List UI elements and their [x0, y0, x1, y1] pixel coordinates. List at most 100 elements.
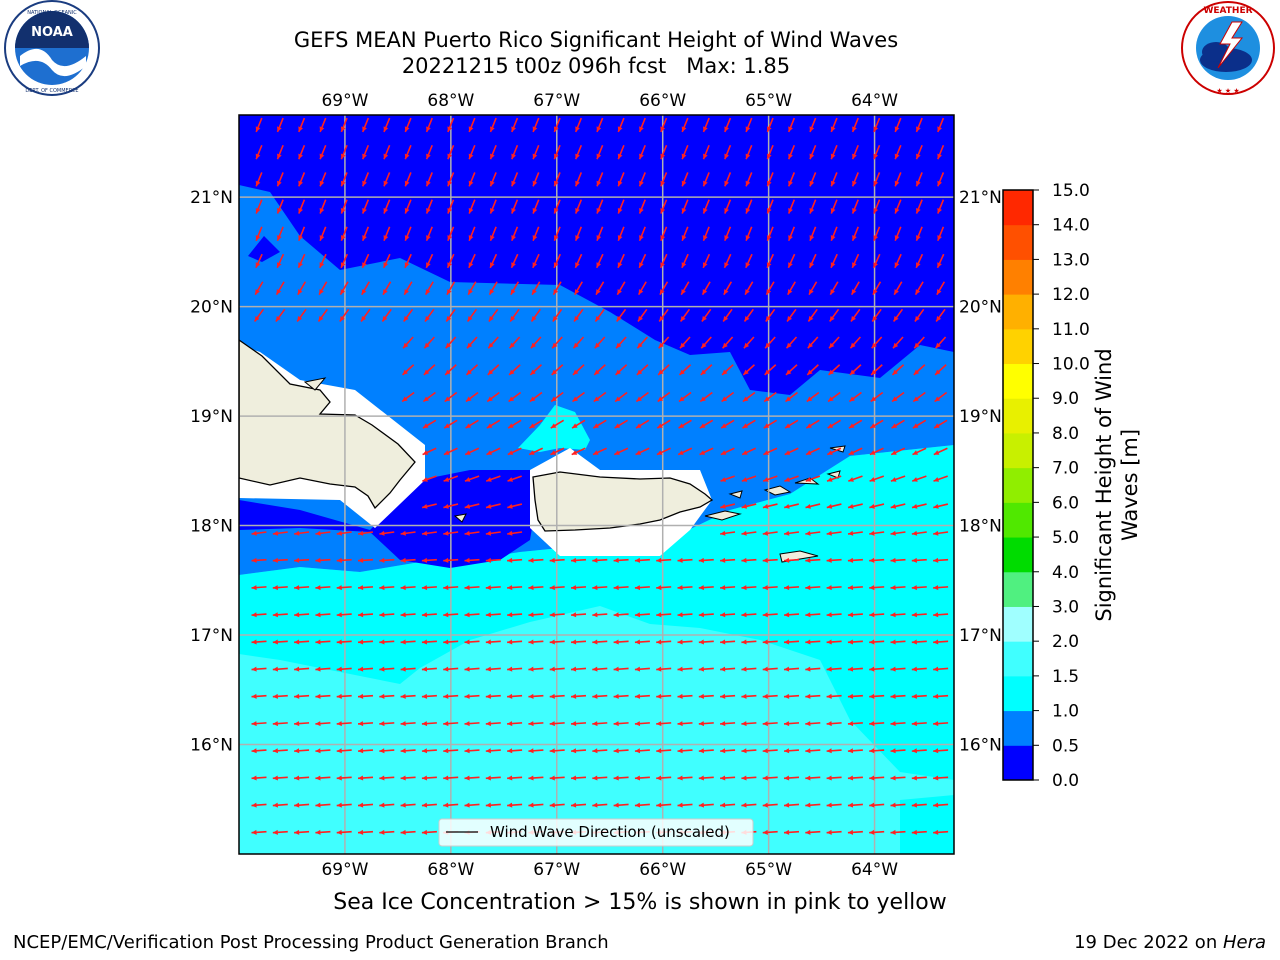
svg-text:WEATHER: WEATHER [1203, 6, 1252, 16]
wind-arrow [847, 829, 863, 835]
wind-arrow [336, 612, 352, 618]
wind-arrow [613, 666, 629, 672]
wind-arrow [464, 802, 480, 808]
wind-arrow [762, 639, 778, 645]
wind-arrow [464, 612, 480, 618]
wind-arrow [660, 172, 668, 187]
wind-arrow [827, 391, 841, 403]
wind-arrow [489, 144, 497, 160]
wind-arrow [464, 721, 480, 727]
wind-arrow [296, 308, 307, 322]
wind-arrow [915, 253, 924, 269]
wind-arrow [762, 748, 778, 754]
wind-arrow [783, 557, 800, 563]
wind-arrow [826, 802, 842, 808]
wind-arrow [724, 172, 732, 187]
wind-arrow [421, 829, 437, 835]
wind-arrow [443, 775, 459, 781]
wind-arrow [528, 585, 544, 591]
wind-arrow [766, 199, 774, 214]
colorbar-segment [1003, 294, 1033, 330]
wind-arrow [251, 829, 267, 835]
wind-arrow [911, 802, 927, 808]
wind-arrow [613, 557, 629, 563]
wind-arrow [510, 253, 519, 269]
svg-text:DEPT. OF COMMERCE: DEPT. OF COMMERCE [25, 88, 78, 94]
wind-arrow [698, 639, 714, 645]
wind-arrow [403, 308, 414, 322]
wind-arrow [849, 336, 861, 349]
wind-arrow [528, 447, 544, 456]
wind-arrow [361, 226, 370, 242]
wind-arrow [933, 475, 948, 482]
wind-arrow [613, 721, 629, 727]
wind-arrow [464, 503, 480, 509]
wind-arrow [507, 721, 523, 727]
wind-arrow [847, 557, 863, 563]
wind-arrow [783, 802, 800, 808]
wind-arrow [275, 281, 285, 296]
wind-arrow [276, 144, 284, 160]
wind-arrow [805, 721, 821, 727]
wind-arrow [637, 281, 647, 296]
wind-arrow [762, 802, 778, 808]
wind-arrow [592, 447, 607, 456]
wind-arrow [890, 775, 906, 781]
wind-arrow [489, 226, 497, 242]
wind-arrow [443, 639, 459, 645]
wind-arrow [847, 612, 863, 618]
wind-arrow [893, 281, 903, 296]
wind-arrow [551, 336, 563, 349]
land-puerto-rico [532, 471, 714, 532]
wave-zone-1p0-1p5 [239, 445, 954, 780]
wind-arrow [594, 336, 606, 349]
wind-arrow [677, 693, 693, 699]
wave-zone-0p0-0p5-patch [248, 236, 280, 262]
wind-arrow [613, 639, 629, 645]
wind-arrow [572, 391, 585, 403]
wind-arrow [489, 253, 498, 269]
wind-arrow [720, 775, 736, 781]
wind-arrow [634, 775, 650, 781]
wind-arrow [400, 557, 416, 563]
colorbar-tick-label: 1.5 [1052, 667, 1079, 687]
wind-arrow [251, 721, 267, 727]
wind-arrow [892, 308, 904, 322]
wind-arrow [357, 775, 374, 781]
wind-arrow [657, 364, 670, 376]
wind-arrow [742, 391, 756, 403]
wind-arrow [553, 144, 561, 160]
wind-arrow [251, 802, 267, 808]
wind-arrow [869, 503, 885, 509]
wind-arrow [701, 281, 711, 296]
wind-arrow [720, 475, 735, 482]
wind-arrow [315, 693, 331, 699]
wind-arrow [276, 253, 285, 269]
wind-arrow [762, 721, 778, 727]
wind-arrow [486, 419, 501, 429]
wind-arrow [911, 639, 927, 645]
wind-arrow [424, 281, 434, 296]
wind-arrow [315, 721, 331, 727]
wind-arrow [379, 585, 395, 591]
wind-arrow [700, 336, 712, 349]
wind-arrow [915, 117, 923, 133]
wind-arrow [379, 639, 395, 645]
wind-arrow [444, 364, 457, 376]
wind-arrow [847, 530, 863, 536]
wind-arrow [636, 364, 649, 376]
wind-arrow [572, 364, 585, 376]
wind-arrow [549, 666, 565, 672]
wind-arrow [787, 172, 796, 187]
wind-arrow [508, 391, 522, 403]
wind-arrow [298, 199, 306, 214]
wind-arrow [933, 721, 949, 727]
wind-arrow [869, 612, 885, 618]
footer-date: 19 Dec 2022 on Hera [1074, 932, 1266, 953]
island-anegada [826, 470, 841, 479]
wind-arrow [617, 144, 625, 160]
wind-arrow [873, 226, 881, 242]
wind-arrow [507, 666, 523, 672]
wind-arrow [785, 336, 798, 349]
wind-arrow [464, 475, 480, 482]
